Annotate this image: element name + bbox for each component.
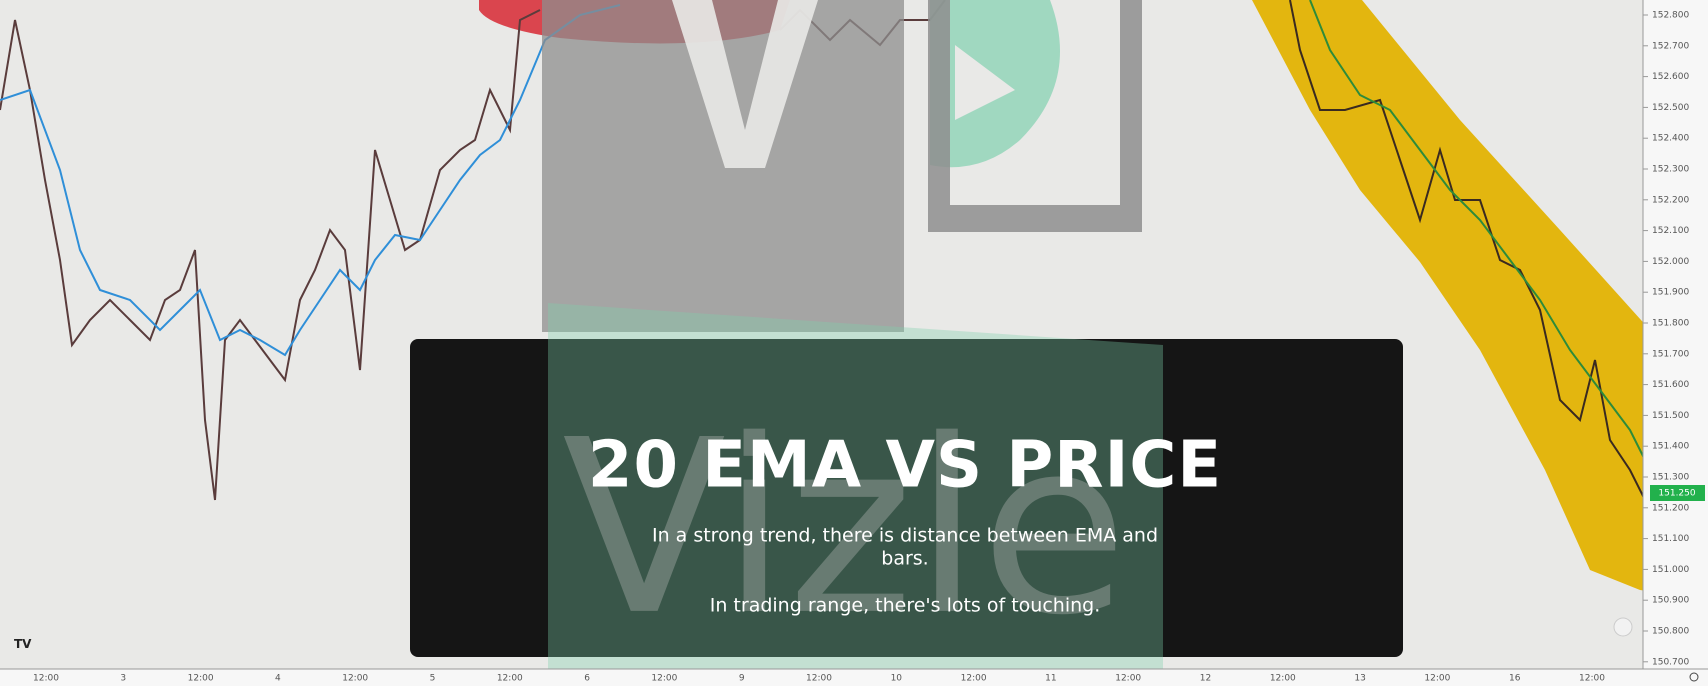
- time-label: 12:00: [33, 674, 59, 684]
- yellow-band: [1252, 0, 1708, 600]
- time-label: 12:00: [961, 674, 987, 684]
- time-label: 11: [1045, 674, 1056, 684]
- price-label: 152.600: [1652, 72, 1689, 82]
- price-label: 151.800: [1652, 319, 1689, 329]
- time-label: 12:00: [1115, 674, 1141, 684]
- watermark-green: [548, 303, 1163, 686]
- time-label: 12: [1200, 674, 1211, 684]
- price-label: 151.500: [1652, 411, 1689, 421]
- time-label: 10: [891, 674, 903, 684]
- current-price-tag: [1650, 485, 1705, 501]
- price-label: 152.400: [1652, 134, 1689, 144]
- price-label: 150.700: [1652, 657, 1689, 667]
- price-label: 152.300: [1652, 165, 1689, 175]
- time-label: 5: [430, 674, 436, 684]
- time-label: 12:00: [1270, 674, 1296, 684]
- price-label: 152.500: [1652, 103, 1689, 113]
- time-label: 12:00: [497, 674, 523, 684]
- price-path: [1289, 0, 1671, 512]
- watermark-text: Vizle: [562, 388, 1128, 668]
- time-label: 9: [739, 674, 745, 684]
- watermark-play-icon: [955, 45, 1015, 120]
- text-card: [410, 339, 1403, 657]
- price-label: 151.100: [1652, 534, 1689, 544]
- current-price: 151.250: [1658, 489, 1695, 499]
- time-label: 12:00: [806, 674, 832, 684]
- scroll-button[interactable]: [1613, 617, 1633, 637]
- price-label: 151.300: [1652, 473, 1689, 483]
- price-label: 150.900: [1652, 596, 1689, 606]
- price-label: 151.700: [1652, 349, 1689, 359]
- price-label: 152.800: [1652, 11, 1689, 21]
- time-label: 4: [275, 674, 281, 684]
- ema-line: [0, 4, 621, 357]
- time-label: 12:00: [1424, 674, 1450, 684]
- price-label: 151.400: [1652, 442, 1689, 452]
- card-line: In a strong trend, there is distance bet…: [652, 525, 1158, 547]
- card-title: 20 EMA VS PRICE: [588, 429, 1222, 503]
- price-labels: 152.800 152.700 152.600 152.500 152.400 152.3…: [1643, 11, 1689, 667]
- price-label: 151.200: [1652, 503, 1689, 513]
- watermark-frame: [928, 0, 1142, 232]
- time-label: 3: [120, 674, 126, 684]
- price-label: 152.700: [1652, 41, 1689, 51]
- time-label: 12:00: [188, 674, 214, 684]
- card-line: bars.: [881, 548, 928, 570]
- price-label: 152.000: [1652, 257, 1689, 267]
- price-label: 152.100: [1652, 226, 1689, 236]
- price-label: 151.600: [1652, 380, 1689, 390]
- time-label: 12:00: [342, 674, 368, 684]
- time-label: 12:00: [1579, 674, 1605, 684]
- card-line: In trading range, there's lots of touchi…: [710, 595, 1101, 617]
- time-axis: [0, 669, 1708, 686]
- settings-button[interactable]: [1689, 672, 1699, 682]
- price-label: 151.900: [1652, 288, 1689, 298]
- price-axis: [1643, 0, 1708, 686]
- time-label: 6: [584, 674, 590, 684]
- price-path: [0, 9, 541, 501]
- time-labels: 12:00 3 12:00 4 12:00 5 12:00 6 12:00 9 12:00 10 12:…: [33, 674, 1605, 684]
- price-label: 152.200: [1652, 195, 1689, 205]
- watermark-v: [672, 0, 818, 168]
- time-label: 12:00: [651, 674, 677, 684]
- ema-line: [1309, 0, 1671, 491]
- tv-logo: TV: [14, 637, 32, 651]
- price-label: 150.800: [1652, 627, 1689, 637]
- time-label: 13: [1354, 674, 1365, 684]
- time-label: 16: [1509, 674, 1521, 684]
- price-label: 151.000: [1652, 565, 1689, 575]
